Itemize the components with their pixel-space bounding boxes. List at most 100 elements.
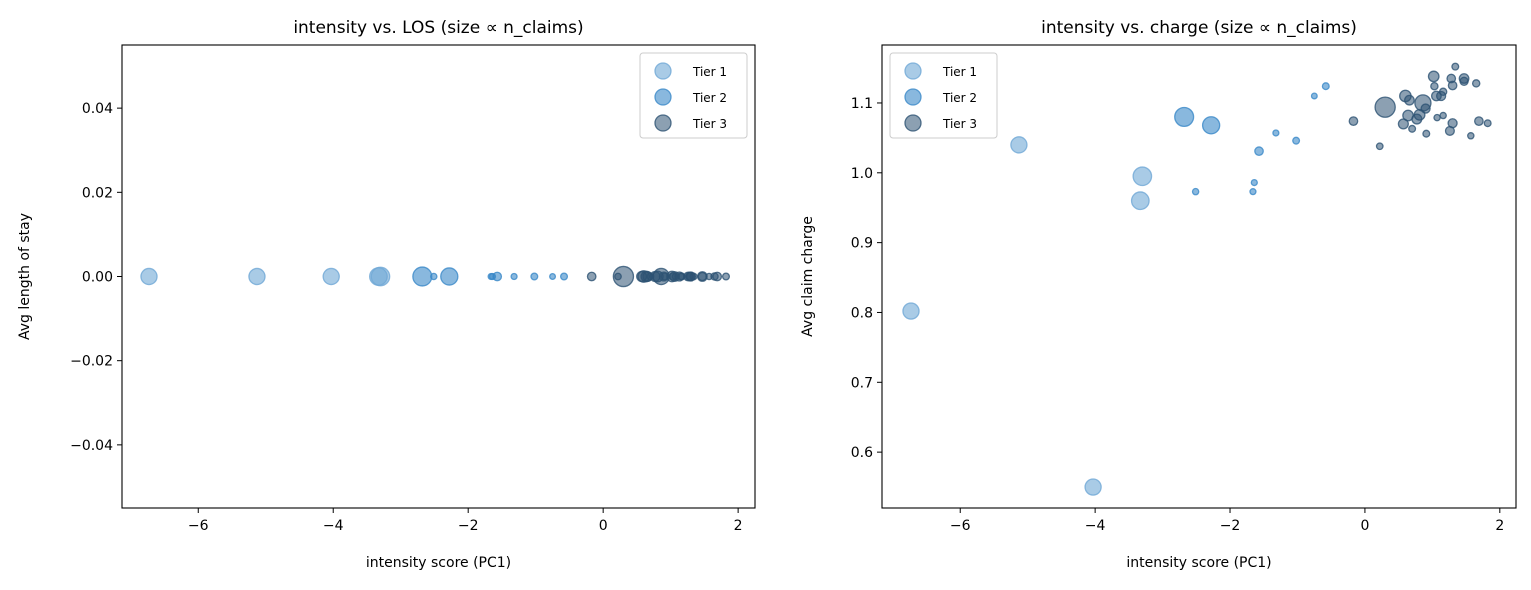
axes-frame xyxy=(121,44,756,509)
data-point-tier-2 xyxy=(1254,146,1264,157)
y-tick-label: −0.04 xyxy=(70,438,113,454)
data-point-tier-1 xyxy=(140,267,158,286)
data-point-tier-3 xyxy=(1411,113,1423,125)
data-point-tier-3 xyxy=(721,272,730,281)
axes-frame xyxy=(881,44,1517,509)
legend-marker-tier-3 xyxy=(904,114,922,132)
x-axis-label: intensity score (PC1) xyxy=(1126,555,1271,571)
legend-label: Tier 2 xyxy=(692,91,727,105)
data-point-tier-3 xyxy=(1467,132,1475,140)
legend-marker-tier-2 xyxy=(904,88,922,106)
legend-label: Tier 1 xyxy=(692,65,727,79)
x-tick-label: 2 xyxy=(734,518,743,534)
subplot-1: intensity vs. LOS (size ∝ n_claims)inten… xyxy=(17,18,756,571)
data-point-tier-3 xyxy=(1375,142,1384,151)
x-tick-label: −6 xyxy=(950,518,971,534)
legend-label: Tier 3 xyxy=(692,117,727,131)
data-point-tier-2 xyxy=(1191,187,1200,196)
x-tick-label: 2 xyxy=(1495,518,1504,534)
data-point-tier-1 xyxy=(248,267,266,286)
data-point-tier-2 xyxy=(1249,188,1257,196)
y-axis-label: Avg length of stay xyxy=(17,213,33,340)
chart-title: intensity vs. LOS (size ∝ n_claims) xyxy=(293,18,583,38)
data-point-tier-3 xyxy=(1459,76,1469,86)
data-point-tier-3 xyxy=(1438,87,1448,97)
data-point-tier-1 xyxy=(369,267,388,286)
data-point-tier-1 xyxy=(1010,136,1028,154)
data-point-tier-2 xyxy=(440,267,459,286)
plot-area xyxy=(902,62,1492,496)
data-point-tier-2 xyxy=(1174,106,1195,128)
legend: Tier 1 Tier 2 Tier 3 xyxy=(639,52,748,139)
data-point-tier-1 xyxy=(1130,191,1150,211)
x-axis-label: intensity score (PC1) xyxy=(366,555,511,571)
data-point-tier-3 xyxy=(1483,119,1492,128)
data-point-tier-3 xyxy=(1348,116,1359,126)
y-tick-label: 0.04 xyxy=(82,101,113,117)
data-point-tier-2 xyxy=(1310,92,1318,100)
data-point-tier-1 xyxy=(1132,166,1153,187)
data-point-tier-2 xyxy=(1292,136,1301,145)
data-point-tier-3 xyxy=(1408,124,1417,133)
data-point-tier-2 xyxy=(412,266,433,287)
data-point-tier-3 xyxy=(705,272,713,281)
y-tick-label: −0.02 xyxy=(70,354,113,370)
data-point-tier-3 xyxy=(671,272,680,281)
data-point-tier-3 xyxy=(1374,96,1396,118)
data-point-tier-2 xyxy=(560,272,569,281)
data-point-tier-2 xyxy=(430,272,438,281)
data-point-tier-3 xyxy=(697,271,708,282)
x-tick-label: −4 xyxy=(323,518,344,534)
data-point-tier-3 xyxy=(1447,118,1458,129)
data-point-tier-3 xyxy=(712,271,723,282)
subplot-2: intensity vs. charge (size ∝ n_claims)in… xyxy=(800,18,1517,571)
data-point-tier-3 xyxy=(1474,116,1484,126)
data-point-tier-3 xyxy=(689,272,698,281)
data-point-tier-1 xyxy=(1084,478,1102,496)
data-point-tier-3 xyxy=(649,270,661,283)
legend-marker-tier-3 xyxy=(654,114,672,132)
x-tick-label: 0 xyxy=(599,518,608,534)
legend-label: Tier 1 xyxy=(942,65,977,79)
data-point-tier-3 xyxy=(1404,94,1415,106)
x-tick-label: −2 xyxy=(458,518,479,534)
legend-marker-tier-2 xyxy=(654,88,672,106)
data-point-tier-2 xyxy=(530,272,539,281)
data-point-tier-3 xyxy=(1451,62,1460,71)
data-point-tier-3 xyxy=(1471,79,1481,88)
x-tick-label: −6 xyxy=(188,518,209,534)
data-point-tier-2 xyxy=(549,273,557,280)
y-tick-label: 1.0 xyxy=(851,166,873,182)
data-point-tier-2 xyxy=(510,272,518,281)
legend-marker-tier-1 xyxy=(654,62,672,80)
data-point-tier-2 xyxy=(487,272,495,281)
legend-label: Tier 3 xyxy=(942,117,977,131)
data-point-tier-1 xyxy=(902,302,920,320)
y-tick-label: 1.1 xyxy=(851,96,873,112)
data-point-tier-3 xyxy=(586,271,597,282)
legend-label: Tier 2 xyxy=(942,91,977,105)
data-point-tier-3 xyxy=(1439,111,1447,120)
y-tick-label: 0.8 xyxy=(851,305,873,321)
data-point-tier-2 xyxy=(1272,129,1280,137)
data-point-tier-3 xyxy=(1422,129,1431,138)
data-point-tier-3 xyxy=(1427,70,1440,83)
y-tick-label: 0.02 xyxy=(82,185,113,201)
data-point-tier-2 xyxy=(1321,82,1330,91)
x-tick-label: −2 xyxy=(1220,518,1241,534)
x-tick-label: 0 xyxy=(1360,518,1369,534)
chart-title: intensity vs. charge (size ∝ n_claims) xyxy=(1041,18,1357,38)
data-point-tier-3 xyxy=(1446,73,1457,84)
y-axis-label: Avg claim charge xyxy=(800,216,816,337)
data-point-tier-3 xyxy=(636,270,648,283)
y-tick-label: 0.9 xyxy=(851,236,873,252)
data-point-tier-3 xyxy=(1420,103,1431,114)
legend-marker-tier-1 xyxy=(904,62,922,80)
data-point-tier-3 xyxy=(612,265,635,288)
data-point-tier-1 xyxy=(322,267,340,286)
data-point-tier-2 xyxy=(1250,178,1258,187)
legend: Tier 1 Tier 2 Tier 3 xyxy=(889,52,998,139)
data-point-tier-2 xyxy=(1201,116,1221,135)
